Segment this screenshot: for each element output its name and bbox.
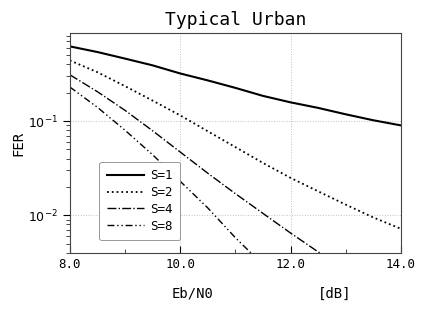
S=2 <box>67 58 72 62</box>
Line: S=8: S=8 <box>69 87 400 323</box>
S=8 <box>150 153 155 157</box>
S=8 <box>232 236 237 240</box>
S=1 <box>343 112 348 116</box>
S=4 <box>150 129 155 133</box>
S=1 <box>397 123 403 127</box>
S=1 <box>315 106 320 110</box>
S=8 <box>122 128 127 132</box>
S=2 <box>95 70 100 74</box>
S=4 <box>260 212 265 215</box>
S=8 <box>287 288 292 292</box>
S=8 <box>205 206 210 210</box>
S=2 <box>205 129 210 133</box>
S=2 <box>150 99 155 102</box>
S=4 <box>67 73 72 77</box>
Line: S=4: S=4 <box>69 75 400 299</box>
S=4 <box>205 171 210 175</box>
S=1 <box>122 57 127 60</box>
Text: [dB]: [dB] <box>317 287 351 301</box>
S=2 <box>370 215 375 219</box>
S=2 <box>397 227 403 231</box>
S=1 <box>177 71 182 75</box>
Text: Eb/N0: Eb/N0 <box>171 287 213 301</box>
S=1 <box>370 118 375 122</box>
S=1 <box>95 50 100 54</box>
S=2 <box>177 113 182 117</box>
S=8 <box>95 105 100 109</box>
S=2 <box>232 145 237 149</box>
S=4 <box>343 267 348 271</box>
S=4 <box>315 250 320 254</box>
S=1 <box>67 45 72 48</box>
Line: S=2: S=2 <box>69 60 400 229</box>
S=4 <box>122 109 127 112</box>
S=4 <box>232 192 237 195</box>
S=1 <box>205 78 210 82</box>
S=2 <box>260 161 265 165</box>
S=4 <box>370 284 375 287</box>
S=2 <box>122 84 127 88</box>
S=8 <box>177 179 182 183</box>
S=1 <box>260 94 265 98</box>
S=4 <box>397 297 403 301</box>
S=4 <box>177 150 182 154</box>
S=1 <box>287 100 292 104</box>
Y-axis label: FER: FER <box>11 130 25 156</box>
Legend: S=1, S=2, S=4, S=8: S=1, S=2, S=4, S=8 <box>99 162 180 240</box>
S=2 <box>315 189 320 193</box>
S=4 <box>287 231 292 235</box>
S=1 <box>150 63 155 67</box>
S=4 <box>95 90 100 94</box>
Line: S=1: S=1 <box>69 47 400 125</box>
S=2 <box>343 203 348 206</box>
Title: Typical Urban: Typical Urban <box>164 11 305 29</box>
S=8 <box>260 263 265 266</box>
S=1 <box>232 86 237 90</box>
S=8 <box>67 85 72 89</box>
S=8 <box>315 313 320 317</box>
S=2 <box>287 176 292 180</box>
